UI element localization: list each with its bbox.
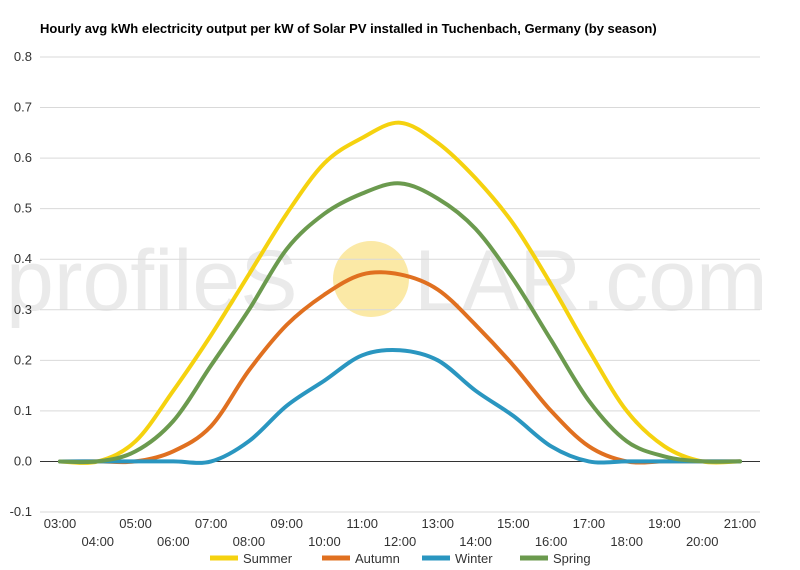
legend-label: Spring <box>553 551 591 566</box>
x-tick-label: 21:00 <box>724 516 757 531</box>
series-line-winter <box>58 347 742 465</box>
legend-item-spring[interactable]: Spring <box>520 551 591 566</box>
y-tick-label: 0.2 <box>14 352 32 367</box>
y-tick-label: -0.1 <box>10 504 32 519</box>
legend-label: Winter <box>455 551 493 566</box>
y-tick-label: 0.4 <box>14 251 32 266</box>
y-tick-label: 0.0 <box>14 453 32 468</box>
legend-item-winter[interactable]: Winter <box>422 551 493 566</box>
x-tick-label: 09:00 <box>270 516 303 531</box>
x-axis-labels: 03:00 04:00 05:00 06:00 07:00 08:00 09:00 10:00… <box>44 516 757 549</box>
x-tick-label: 04:00 <box>82 534 115 549</box>
watermark-text-right: LAR.com <box>414 233 768 329</box>
watermark: profileS LAR.com <box>6 233 768 329</box>
x-tick-label: 08:00 <box>233 534 266 549</box>
legend-item-summer[interactable]: Summer <box>210 551 293 566</box>
watermark-text-left: profileS <box>6 233 298 329</box>
x-tick-label: 16:00 <box>535 534 568 549</box>
series-line-summer <box>58 120 742 465</box>
x-tick-label: 17:00 <box>573 516 606 531</box>
x-tick-label: 14:00 <box>459 534 492 549</box>
x-tick-label: 18:00 <box>610 534 643 549</box>
legend-label: Summer <box>243 551 293 566</box>
y-tick-label: 0.3 <box>14 302 32 317</box>
series-lines <box>58 120 742 465</box>
x-tick-label: 10:00 <box>308 534 341 549</box>
legend-item-autumn[interactable]: Autumn <box>322 551 400 566</box>
x-tick-label: 03:00 <box>44 516 77 531</box>
watermark-sun-icon <box>333 241 409 317</box>
y-tick-label: 0.8 <box>14 49 32 64</box>
legend-label: Autumn <box>355 551 400 566</box>
x-tick-label: 13:00 <box>422 516 455 531</box>
x-tick-label: 11:00 <box>346 516 378 531</box>
x-tick-label: 12:00 <box>384 534 417 549</box>
series-line-spring <box>58 181 742 465</box>
x-tick-label: 05:00 <box>119 516 152 531</box>
y-tick-label: 0.6 <box>14 150 32 165</box>
y-tick-label: 0.5 <box>14 201 32 216</box>
chart-title: Hourly avg kWh electricity output per kW… <box>40 21 657 36</box>
y-tick-label: 0.1 <box>14 403 32 418</box>
x-tick-label: 20:00 <box>686 534 719 549</box>
y-tick-label: 0.7 <box>14 100 32 115</box>
x-tick-label: 19:00 <box>648 516 681 531</box>
y-axis-labels: 0.8 0.7 0.6 0.5 0.4 0.3 0.2 0.1 0.0 -0.1 <box>10 49 32 519</box>
legend[interactable]: Summer Autumn Winter Spring <box>210 551 591 566</box>
x-tick-label: 15:00 <box>497 516 530 531</box>
x-tick-label: 06:00 <box>157 534 190 549</box>
x-tick-label: 07:00 <box>195 516 228 531</box>
